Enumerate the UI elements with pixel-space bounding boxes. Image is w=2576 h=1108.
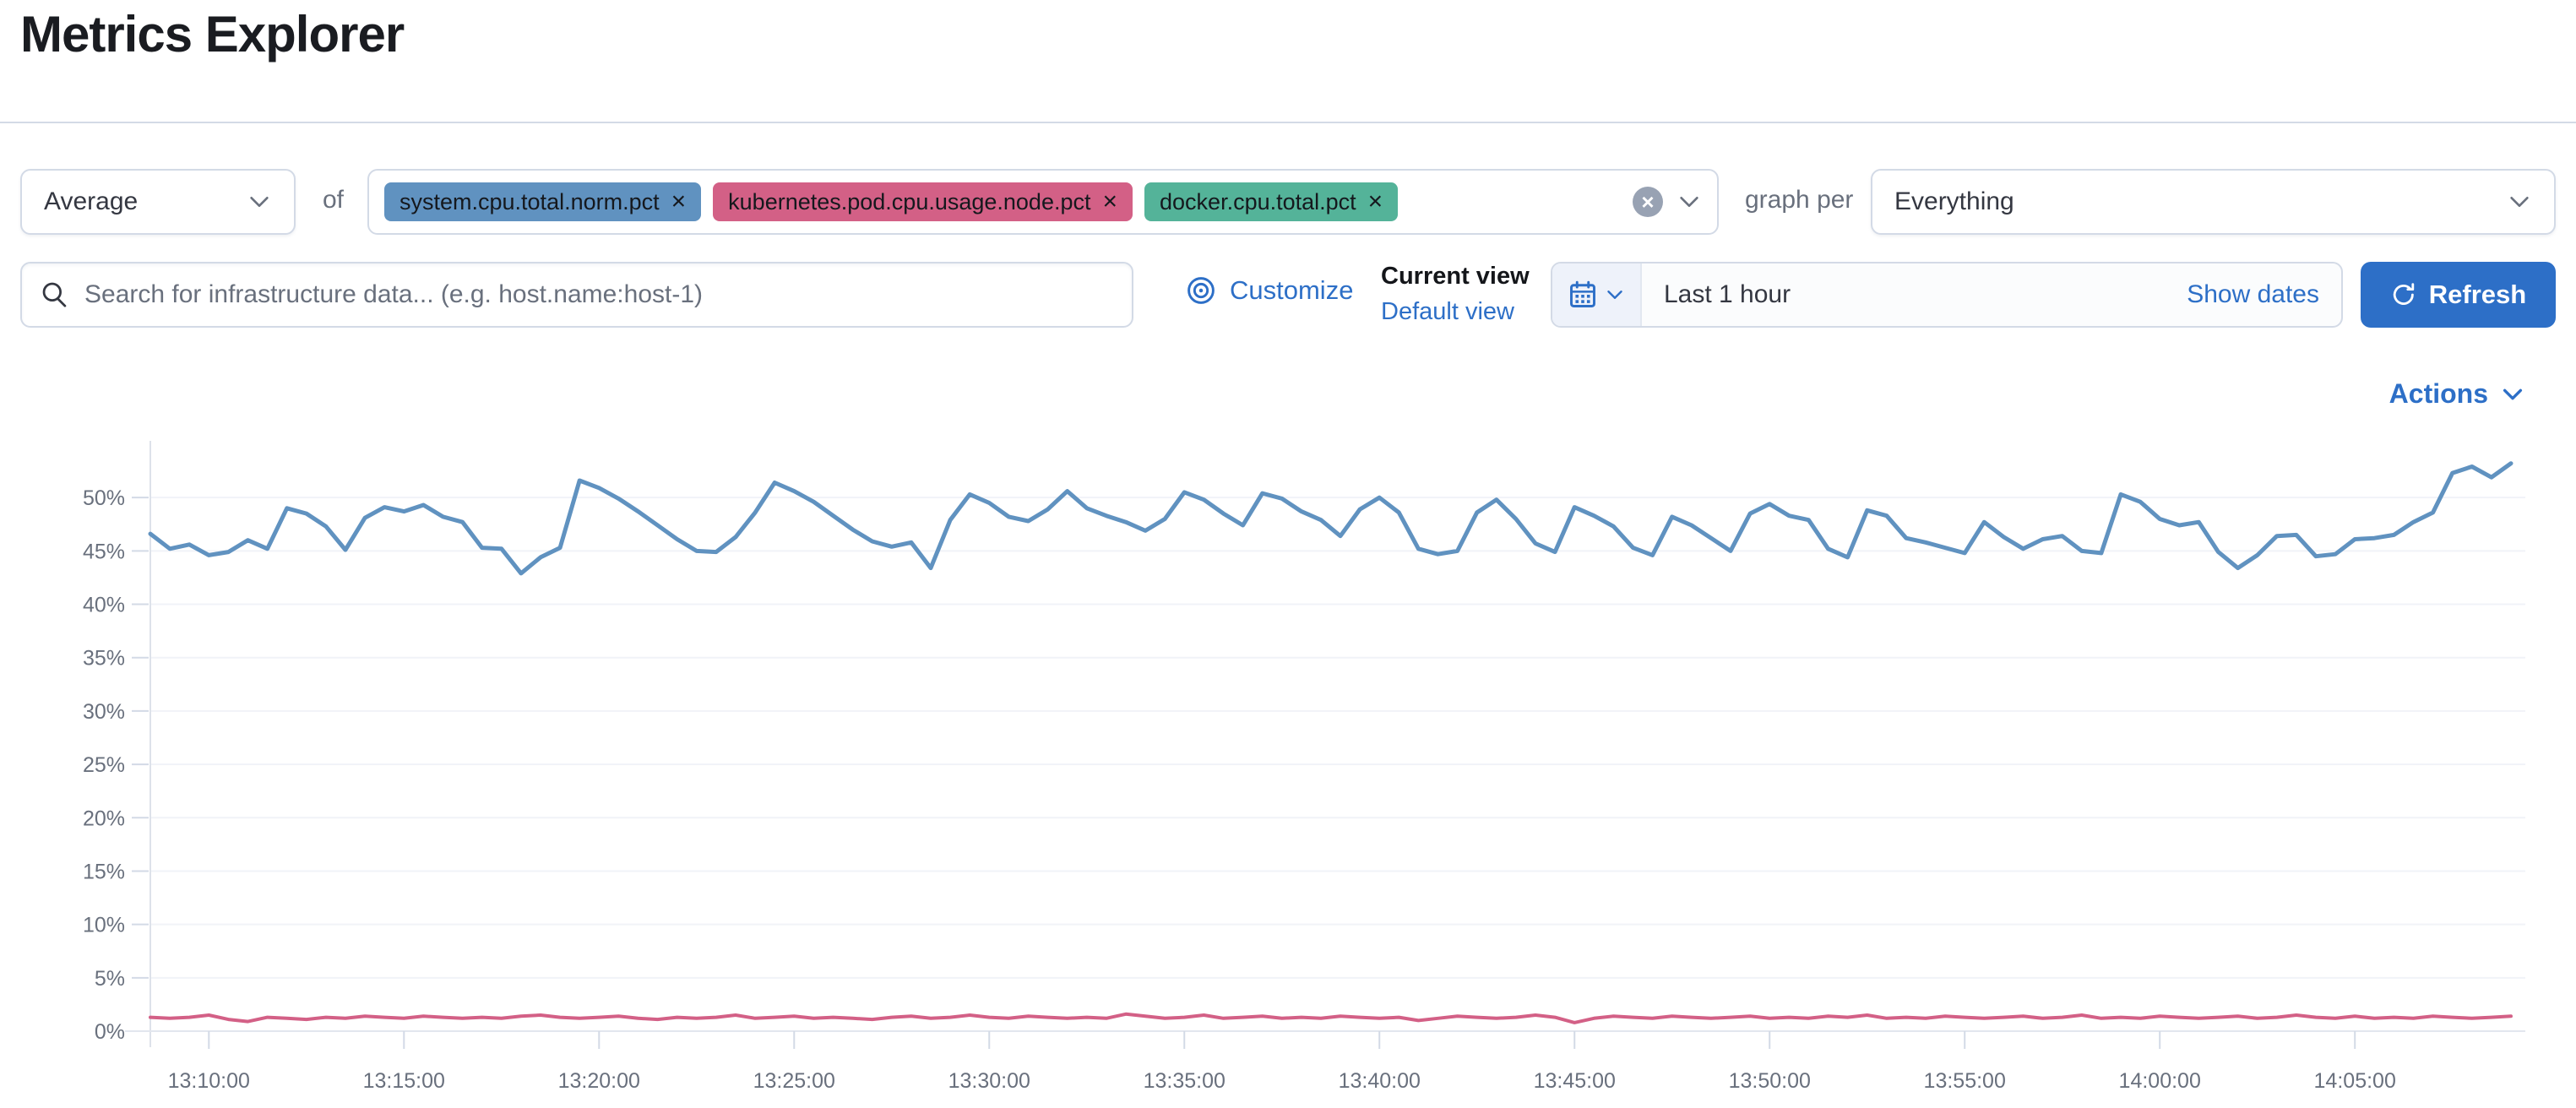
svg-text:13:45:00: 13:45:00 — [1534, 1069, 1616, 1093]
metrics-chart-svg[interactable]: 0% 5% 10% 15% 20% 25% 30% 35% 40% 45% 50% 13:10:00 1… — [0, 439, 2576, 1108]
svg-text:0%: 0% — [95, 1020, 125, 1044]
svg-text:14:05:00: 14:05:00 — [2314, 1069, 2396, 1093]
remove-metric-icon[interactable]: × — [1102, 187, 1118, 215]
actions-label: Actions — [2389, 378, 2488, 409]
customize-icon — [1186, 275, 1216, 306]
refresh-icon — [2390, 281, 2417, 308]
customize-button[interactable]: Customize — [1186, 275, 1353, 306]
aggregation-value: Average — [44, 187, 139, 215]
svg-text:45%: 45% — [83, 540, 125, 563]
metric-pill[interactable]: system.cpu.total.norm.pct × — [384, 182, 702, 221]
aggregation-select[interactable]: Average — [20, 169, 296, 235]
svg-text:10%: 10% — [83, 914, 125, 937]
calendar-icon — [1568, 280, 1598, 310]
svg-text:15%: 15% — [83, 860, 125, 883]
search-box[interactable] — [20, 262, 1133, 328]
metrics-combobox[interactable]: system.cpu.total.norm.pct × kubernetes.p… — [367, 169, 1719, 235]
svg-text:13:20:00: 13:20:00 — [558, 1069, 640, 1093]
metric-pill-label: docker.cpu.total.pct — [1160, 188, 1356, 215]
chevron-down-icon[interactable] — [1677, 189, 1702, 215]
chevron-down-icon — [1605, 285, 1625, 305]
actions-menu-button[interactable]: Actions — [2389, 378, 2525, 410]
current-view-label: Current view — [1381, 263, 1530, 290]
svg-text:13:55:00: 13:55:00 — [1924, 1069, 2006, 1093]
customize-label: Customize — [1230, 275, 1354, 305]
calendar-menu-button[interactable] — [1552, 263, 1642, 326]
page-title: Metrics Explorer — [20, 6, 405, 62]
svg-text:13:25:00: 13:25:00 — [753, 1069, 835, 1093]
graph-per-value: Everything — [1894, 187, 2014, 215]
svg-text:35%: 35% — [83, 647, 125, 671]
view-block: Current view Default view — [1381, 258, 1533, 329]
svg-text:25%: 25% — [83, 753, 125, 777]
page-header: Metrics Explorer — [0, 0, 2576, 123]
svg-text:13:30:00: 13:30:00 — [948, 1069, 1030, 1093]
metric-pill[interactable]: docker.cpu.total.pct × — [1144, 182, 1399, 221]
chevron-down-icon — [2500, 382, 2525, 407]
show-dates-link[interactable]: Show dates — [2187, 280, 2319, 308]
svg-text:40%: 40% — [83, 594, 125, 617]
metric-pill[interactable]: kubernetes.pod.cpu.usage.node.pct × — [713, 182, 1133, 221]
svg-text:50%: 50% — [83, 486, 125, 510]
metric-pill-label: system.cpu.total.norm.pct — [399, 188, 660, 215]
graph-per-label: graph per — [1745, 186, 1854, 214]
chevron-down-icon — [247, 189, 272, 215]
search-input[interactable] — [83, 280, 1113, 310]
time-range-picker[interactable]: Last 1 hour Show dates — [1551, 262, 2343, 328]
refresh-button[interactable]: Refresh — [2361, 262, 2556, 328]
remove-metric-icon[interactable]: × — [671, 187, 687, 215]
metric-pill-label: kubernetes.pod.cpu.usage.node.pct — [728, 188, 1091, 215]
svg-text:13:15:00: 13:15:00 — [363, 1069, 445, 1093]
clear-all-icon[interactable]: × — [1633, 187, 1663, 217]
metrics-chart[interactable]: 0% 5% 10% 15% 20% 25% 30% 35% 40% 45% 50% 13:10:00 1… — [0, 439, 2576, 1108]
metric-toolbar: Average of system.cpu.total.norm.pct × k… — [0, 169, 2576, 235]
svg-text:5%: 5% — [95, 967, 125, 991]
search-icon — [41, 280, 69, 309]
svg-text:13:40:00: 13:40:00 — [1339, 1069, 1421, 1093]
remove-metric-icon[interactable]: × — [1367, 187, 1383, 215]
svg-text:13:10:00: 13:10:00 — [168, 1069, 250, 1093]
search-toolbar: Customize Current view Default view Last… — [0, 262, 2576, 328]
svg-text:20%: 20% — [83, 807, 125, 830]
graph-per-select[interactable]: Everything — [1871, 169, 2556, 235]
default-view-link[interactable]: Default view — [1381, 298, 1514, 325]
svg-text:30%: 30% — [83, 700, 125, 724]
time-range-value[interactable]: Last 1 hour — [1664, 280, 1791, 308]
refresh-label: Refresh — [2428, 280, 2527, 309]
svg-text:13:50:00: 13:50:00 — [1729, 1069, 1811, 1093]
chevron-down-icon — [2507, 189, 2532, 215]
svg-text:13:35:00: 13:35:00 — [1144, 1069, 1226, 1093]
svg-text:14:00:00: 14:00:00 — [2119, 1069, 2201, 1093]
of-label: of — [323, 186, 345, 214]
